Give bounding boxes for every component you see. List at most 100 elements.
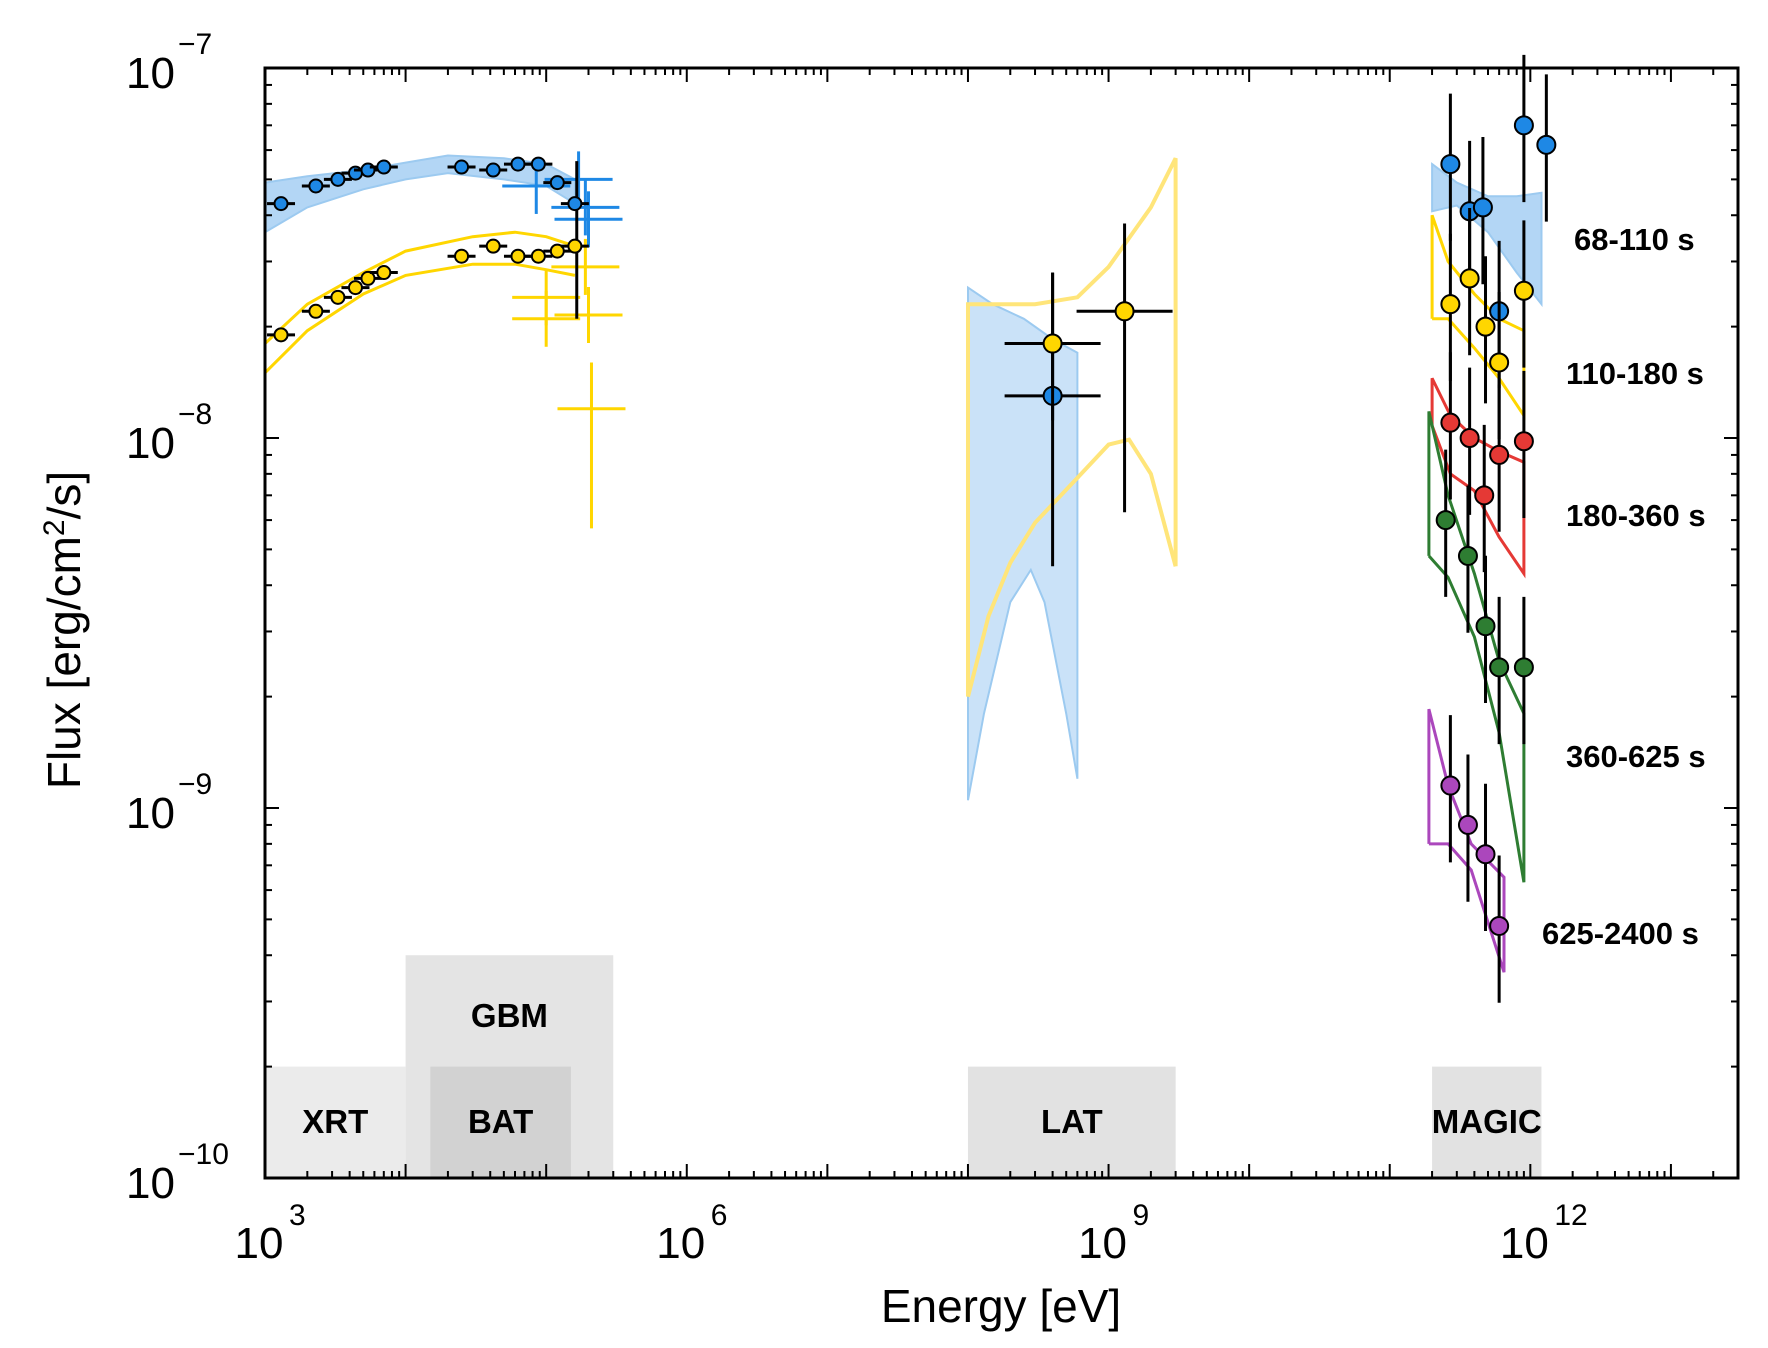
point-360-625s-0 bbox=[1435, 449, 1456, 597]
period-label-1: 110-180 s bbox=[1566, 356, 1704, 391]
band-bat bbox=[430, 1066, 571, 1178]
marker bbox=[485, 238, 501, 254]
point-180-360s-2 bbox=[1474, 424, 1495, 573]
point-68-110s-5 bbox=[369, 159, 398, 175]
marker bbox=[273, 196, 289, 212]
swift-cross-110-180s-3 bbox=[554, 286, 623, 343]
lat-model-upper-110-180 bbox=[966, 157, 1178, 697]
point-360-625s-4 bbox=[1513, 596, 1534, 745]
marker bbox=[1536, 134, 1557, 155]
point-110-180s-11 bbox=[560, 238, 589, 254]
y-tick-label-0: 10 bbox=[126, 1159, 175, 1208]
magic-model-360-625 bbox=[1427, 411, 1526, 883]
instrument-bands: XRT GBM BAT LAT MAGIC bbox=[265, 955, 1542, 1178]
x-tick-label-2: 10 bbox=[1078, 1219, 1127, 1268]
marker bbox=[1513, 657, 1534, 678]
marker bbox=[1435, 510, 1456, 531]
marker bbox=[1440, 412, 1461, 433]
point-180-360s-4 bbox=[1513, 370, 1534, 519]
swift-cross-68-110s-2 bbox=[551, 179, 620, 236]
marker bbox=[549, 175, 565, 191]
marker bbox=[1489, 444, 1510, 465]
marker bbox=[1489, 915, 1510, 936]
point-360-625s-2 bbox=[1475, 555, 1496, 704]
point-68-110s-11 bbox=[560, 196, 589, 212]
period-label-3: 360-625 s bbox=[1566, 739, 1706, 774]
band-xrt bbox=[265, 1066, 406, 1178]
y-label-pre: Flux [erg/cm bbox=[38, 536, 90, 789]
point-180-360s-1 bbox=[1459, 367, 1480, 515]
point-625-2400s-1 bbox=[1457, 754, 1478, 902]
point-110-180s-15 bbox=[1459, 207, 1480, 356]
x-tick-label-0: 10 bbox=[235, 1219, 284, 1268]
point-110-180s-7 bbox=[479, 238, 508, 254]
x-axis-label: Energy [eV] bbox=[881, 1280, 1121, 1332]
marker bbox=[360, 270, 376, 286]
marker bbox=[1114, 301, 1135, 322]
x-tick-label-3: 10 bbox=[1500, 1219, 1549, 1268]
band-magic bbox=[1432, 1066, 1542, 1178]
marker bbox=[330, 289, 346, 305]
xray-model-lower-110-180 bbox=[263, 262, 576, 374]
plot-frame bbox=[263, 66, 1740, 1180]
magic-band-68-110 bbox=[1431, 162, 1543, 308]
point-110-180s-0 bbox=[267, 327, 296, 343]
y-tick-exp-2: −8 bbox=[178, 398, 212, 431]
point-110-180s-16 bbox=[1475, 256, 1496, 404]
point-68-110s-1 bbox=[301, 178, 330, 194]
x-tick-exp-2: 9 bbox=[1133, 1199, 1150, 1232]
y-tick-label-2: 10 bbox=[126, 419, 175, 468]
marker bbox=[1475, 616, 1496, 637]
point-110-180s-4 bbox=[353, 270, 382, 286]
x-tick-exp-0: 3 bbox=[289, 1199, 306, 1232]
point-110-180s-3 bbox=[341, 280, 370, 296]
marker bbox=[1489, 657, 1510, 678]
point-625-2400s-3 bbox=[1489, 855, 1510, 1003]
lat-model-lower-110-180 bbox=[966, 437, 1178, 698]
point-180-360s-3 bbox=[1489, 384, 1510, 532]
marker bbox=[1475, 844, 1496, 865]
band-label-bat: BAT bbox=[468, 1103, 533, 1140]
marker bbox=[1489, 352, 1510, 373]
marker bbox=[1513, 431, 1534, 452]
point-360-625s-3 bbox=[1489, 596, 1510, 745]
band-label-xrt: XRT bbox=[302, 1103, 368, 1140]
model-curves bbox=[263, 154, 1543, 973]
marker bbox=[454, 248, 470, 264]
swift-cross-110-180s-1 bbox=[512, 290, 581, 347]
point-68-110s-6 bbox=[447, 159, 476, 175]
marker bbox=[1440, 154, 1461, 175]
marker bbox=[1459, 268, 1480, 289]
x-tick-exp-1: 6 bbox=[711, 1199, 728, 1232]
xray-model-band-68-110 bbox=[264, 154, 576, 234]
period-label-4: 625-2400 s bbox=[1542, 916, 1699, 951]
point-110-180s-6 bbox=[447, 248, 476, 264]
point-68-110s-17 bbox=[1513, 54, 1534, 203]
marker bbox=[1474, 485, 1495, 506]
point-68-110s-7 bbox=[479, 162, 508, 178]
axis-ticks bbox=[264, 68, 1739, 1179]
marker bbox=[347, 280, 363, 296]
magic-model-625-2400 bbox=[1427, 708, 1506, 973]
point-110-180s-1 bbox=[301, 303, 330, 319]
point-110-180s-2 bbox=[323, 289, 352, 305]
x-tick-exp-3: 12 bbox=[1554, 1199, 1587, 1232]
marker bbox=[308, 303, 324, 319]
marker bbox=[330, 171, 346, 187]
marker bbox=[530, 156, 546, 172]
period-label-2: 180-360 s bbox=[1566, 498, 1706, 533]
period-labels: 68-110 s 110-180 s 180-360 s 360-625 s 625-2… bbox=[1542, 222, 1706, 951]
y-tick-label-3: 10 bbox=[126, 49, 175, 98]
point-68-110s-2 bbox=[323, 171, 352, 187]
marker bbox=[360, 162, 376, 178]
marker bbox=[308, 178, 324, 194]
data-points bbox=[267, 54, 1557, 1003]
marker bbox=[567, 196, 583, 212]
point-68-110s-13 bbox=[1440, 93, 1461, 241]
point-110-180s-9 bbox=[524, 248, 553, 264]
marker bbox=[454, 159, 470, 175]
band-lat bbox=[967, 1066, 1176, 1178]
y-label-sup: 2 bbox=[38, 519, 71, 536]
